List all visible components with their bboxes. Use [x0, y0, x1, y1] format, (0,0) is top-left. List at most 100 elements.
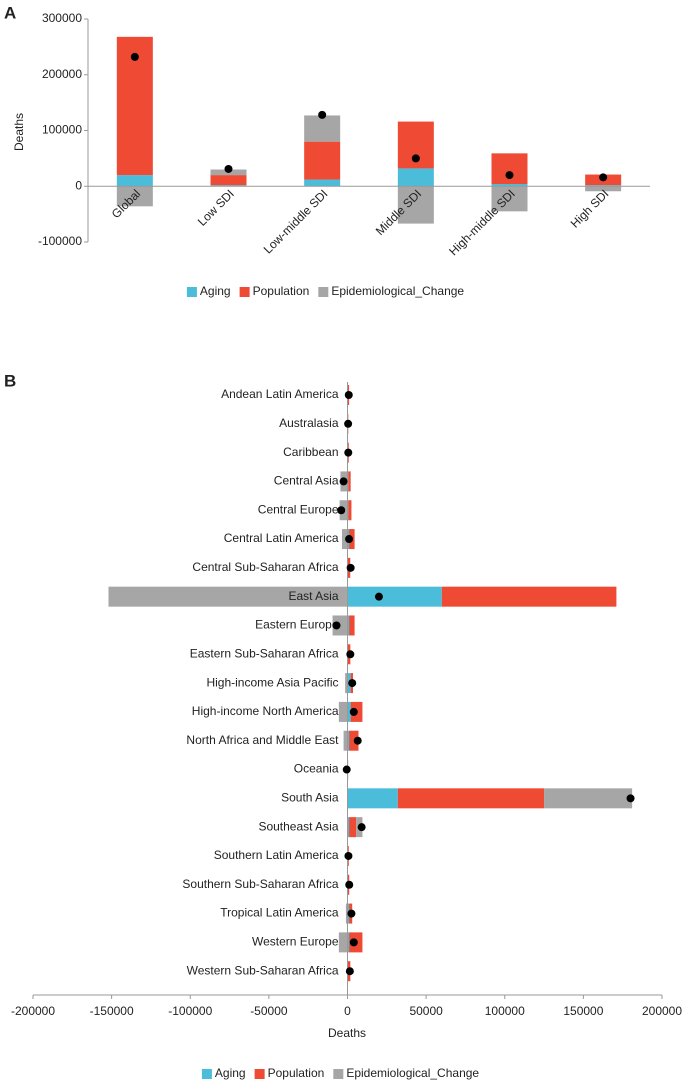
legend-swatch — [239, 287, 250, 297]
y-tick-label: Western Europe — [252, 935, 339, 949]
bar-segment — [585, 185, 622, 187]
y-tick-label: 200000 — [42, 67, 82, 81]
y-tick-label: Central Latin America — [224, 531, 339, 545]
y-tick-label: South Asia — [281, 791, 339, 805]
bar-segment — [338, 932, 348, 953]
bar-segment — [349, 817, 357, 838]
bar-segment — [544, 788, 633, 809]
x-tick-label: Low-middle SDI — [261, 187, 331, 257]
bar-segment — [347, 788, 398, 809]
x-tick-label: -100000 — [168, 1004, 212, 1018]
y-tick-label: High-income Asia Pacific — [206, 675, 338, 689]
x-tick-label: 0 — [344, 1004, 351, 1018]
x-tick-label: -200000 — [11, 1004, 55, 1018]
total-dot — [344, 391, 353, 399]
y-tick-label: Central Asia — [274, 474, 339, 488]
bar-segment — [347, 932, 350, 953]
legend-swatch — [254, 1069, 265, 1079]
total-dot — [345, 880, 354, 889]
bar-segment — [347, 730, 350, 751]
y-tick-label: East Asia — [288, 589, 338, 603]
total-dot — [411, 154, 420, 163]
x-tick-label: 200000 — [642, 1004, 682, 1018]
bar-segment — [116, 175, 153, 187]
x-tick-label: 50000 — [409, 1004, 443, 1018]
total-dot — [344, 419, 353, 428]
y-tick-label: Oceania — [294, 762, 339, 776]
total-dot — [339, 477, 348, 486]
total-dot — [337, 506, 346, 515]
y-tick-label: North Africa and Middle East — [186, 733, 339, 747]
total-dot — [344, 448, 353, 457]
bar-segment — [345, 673, 348, 694]
total-dot — [349, 707, 358, 716]
panel-title: B — [4, 371, 16, 390]
bar-segment — [345, 903, 348, 924]
y-tick-label: Western Sub-Saharan Africa — [187, 963, 339, 977]
bar-segment — [397, 186, 434, 224]
bar-segment — [348, 500, 352, 521]
y-tick-label: 0 — [75, 178, 82, 192]
total-dot — [224, 164, 233, 173]
bar-segment — [304, 141, 341, 180]
legend-label: Population — [268, 1066, 325, 1080]
y-tick-label: 300000 — [42, 11, 82, 25]
y-tick-label: Southern Latin America — [214, 848, 339, 862]
legend-label: Epidemiological_Change — [346, 1066, 479, 1080]
legend-swatch — [318, 287, 329, 297]
bar-segment — [210, 175, 247, 186]
x-axis-label: Deaths — [328, 1026, 366, 1040]
bar-segment — [585, 186, 622, 192]
x-tick-label: 150000 — [563, 1004, 603, 1018]
total-dot — [347, 909, 356, 918]
x-tick-label: High SDI — [568, 187, 612, 231]
panel-title: A — [4, 3, 16, 22]
total-dot — [357, 823, 366, 832]
legend-swatch — [201, 1069, 212, 1079]
y-tick-label: High-income North America — [192, 704, 339, 718]
total-dot — [332, 621, 341, 630]
y-tick-label: Tropical Latin America — [220, 906, 339, 920]
legend-label: Aging — [215, 1066, 246, 1080]
bar-segment — [116, 186, 153, 207]
total-dot — [318, 110, 327, 119]
bar-segment — [108, 586, 348, 607]
bar-segment — [397, 788, 545, 809]
y-tick-label: Eastern Europe — [255, 618, 339, 632]
x-tick-label: High-middle SDI — [446, 187, 518, 259]
bar-segment — [347, 615, 350, 636]
total-dot — [505, 171, 514, 180]
y-axis-label: Deaths — [12, 113, 26, 151]
bar-segment — [210, 185, 247, 187]
bar-segment — [491, 184, 528, 187]
x-tick-label: -50000 — [250, 1004, 288, 1018]
total-dot — [626, 794, 635, 803]
total-dot — [130, 52, 139, 61]
y-tick-label: Central Sub-Saharan Africa — [192, 560, 338, 574]
y-tick-label: Andean Latin America — [221, 387, 339, 401]
y-tick-label: Caribbean — [283, 445, 338, 459]
total-dot — [353, 736, 362, 745]
bar-segment — [347, 817, 350, 838]
y-tick-label: Central Europe — [258, 502, 339, 516]
bar-segment — [491, 153, 528, 185]
y-tick-label: -100000 — [38, 234, 82, 248]
total-dot — [599, 173, 608, 182]
total-dot — [346, 563, 355, 572]
bar-segment — [338, 701, 348, 722]
total-dot — [349, 938, 358, 947]
bar-segment — [341, 529, 348, 550]
bar-segment — [343, 730, 348, 751]
bar-segment — [491, 186, 528, 212]
total-dot — [344, 851, 353, 860]
bar-segment — [441, 586, 617, 607]
bar-segment — [304, 115, 341, 142]
total-dot — [345, 967, 354, 976]
total-dot — [342, 765, 351, 774]
bar-segment — [397, 168, 434, 187]
legend-label: Aging — [200, 284, 231, 298]
y-tick-label: Southern Sub-Saharan Africa — [182, 877, 338, 891]
bar-segment — [347, 701, 351, 722]
legend-swatch — [186, 287, 197, 297]
